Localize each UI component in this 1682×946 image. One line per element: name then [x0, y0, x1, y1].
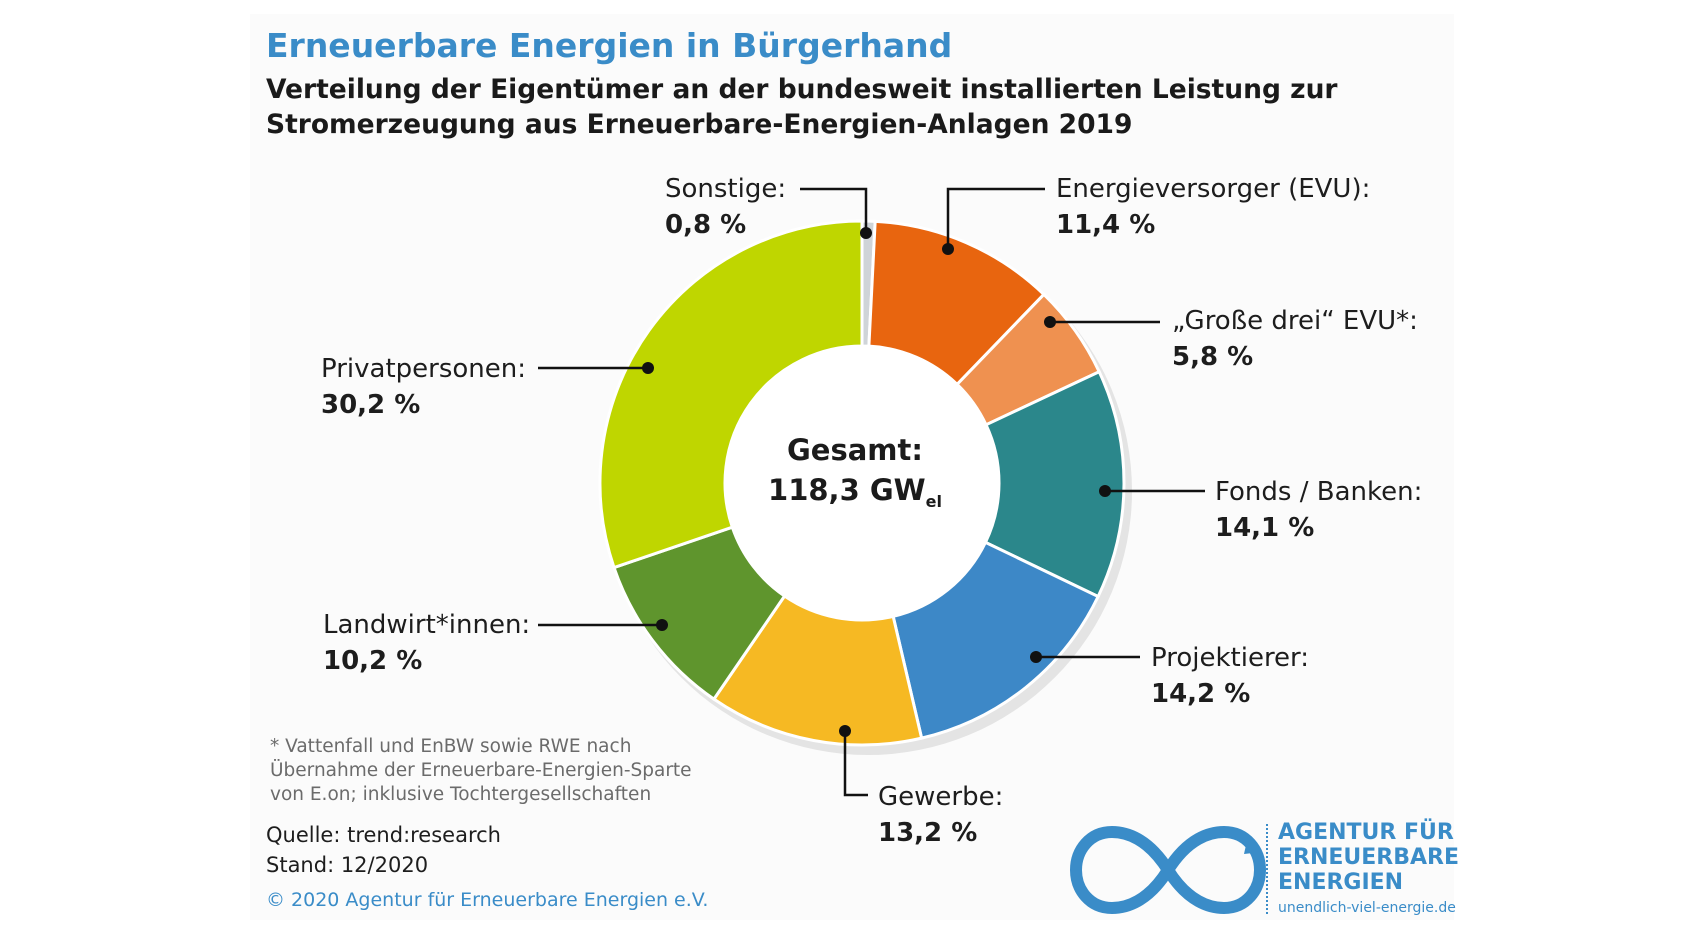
label-sonstige: Sonstige: 0,8 %: [665, 171, 786, 243]
leader-dot-landwirte: [656, 619, 668, 631]
leader-line-gewerbe: [843, 731, 868, 797]
source-line: Quelle: trend:research: [266, 823, 501, 847]
leader-line-evu: [946, 187, 1045, 249]
label-projektierer-value: 14,2 %: [1151, 679, 1251, 709]
slice-projektierer: [891, 540, 1101, 740]
label-evu-value: 11,4 %: [1056, 210, 1156, 240]
infinity-logo-icon: [1069, 825, 1267, 915]
label-sonstige-value: 0,8 %: [665, 210, 747, 240]
source-block: Quelle: trend:research Stand: 12/2020: [266, 820, 501, 880]
chart-title: Erneuerbare Energien in Bürgerhand: [266, 26, 953, 65]
center-total-label: Gesamt:: [787, 433, 923, 467]
logo-line-3: ENERGIEN: [1278, 870, 1404, 895]
logo-divider: [1266, 824, 1268, 914]
leader-dot-sonstige: [860, 227, 872, 239]
leader-dot-evu: [942, 243, 954, 255]
label-privatpersonen-name: Privatpersonen:: [321, 354, 527, 384]
logo-wordmark: AGENTUR FÜR ERNEUERBARE ENERGIEN unendli…: [1278, 820, 1459, 919]
label-evu: Energieversorger (EVU): 11,4 %: [1056, 171, 1370, 243]
leader-dot-fonds-banken: [1099, 485, 1111, 497]
logo-url: unendlich-viel-energie.de: [1278, 900, 1456, 916]
label-grosse-drei: „Große drei“ EVU*: 5,8 %: [1172, 303, 1418, 375]
label-sonstige-name: Sonstige:: [665, 174, 787, 204]
label-landwirte-value: 10,2 %: [323, 646, 423, 676]
label-gewerbe-value: 13,2 %: [878, 818, 978, 848]
label-grosse-drei-name: „Große drei“ EVU*:: [1172, 306, 1418, 336]
label-landwirte-name: Landwirt*innen:: [323, 610, 531, 640]
leader-dot-projektierer: [1030, 651, 1042, 663]
center-total: Gesamt: 118,3 GWel: [740, 430, 970, 522]
copyright: © 2020 Agentur für Erneuerbare Energien …: [266, 889, 709, 911]
label-fonds-banken-name: Fonds / Banken:: [1215, 477, 1423, 507]
leader-dot-grosse-drei: [1044, 316, 1056, 328]
label-privatpersonen-value: 30,2 %: [321, 390, 421, 420]
label-privatpersonen: Privatpersonen: 30,2 %: [321, 351, 526, 423]
label-projektierer-name: Projektierer:: [1151, 643, 1310, 673]
leader-dot-gewerbe: [839, 725, 851, 737]
slice-gewerbe: [711, 593, 924, 747]
center-total-value: 118,3 GWel: [768, 473, 942, 511]
footnote: * Vattenfall und EnBW sowie RWE nach Übe…: [270, 736, 692, 805]
label-grosse-drei-value: 5,8 %: [1172, 342, 1254, 372]
leader-line-sonstige: [800, 187, 868, 233]
label-gewerbe: Gewerbe: 13,2 %: [878, 779, 1003, 851]
date-line: Stand: 12/2020: [266, 853, 429, 877]
logo-line-1: AGENTUR FÜR: [1278, 820, 1454, 845]
slice-privatpersonen: [598, 219, 864, 570]
logo-line-2: ERNEUERBARE: [1278, 845, 1460, 870]
leader-dot-privatpersonen: [642, 362, 654, 374]
donut-hole: [726, 347, 998, 619]
slice-fonds-banken: [983, 369, 1126, 599]
label-landwirte: Landwirt*innen: 10,2 %: [323, 607, 530, 679]
label-gewerbe-name: Gewerbe:: [878, 782, 1004, 812]
label-projektierer: Projektierer: 14,2 %: [1151, 640, 1309, 712]
chart-subtitle: Verteilung der Eigentümer an der bundesw…: [266, 74, 1338, 140]
label-fonds-banken-value: 14,1 %: [1215, 513, 1315, 543]
label-fonds-banken: Fonds / Banken: 14,1 %: [1215, 474, 1422, 546]
label-evu-name: Energieversorger (EVU):: [1056, 174, 1371, 204]
